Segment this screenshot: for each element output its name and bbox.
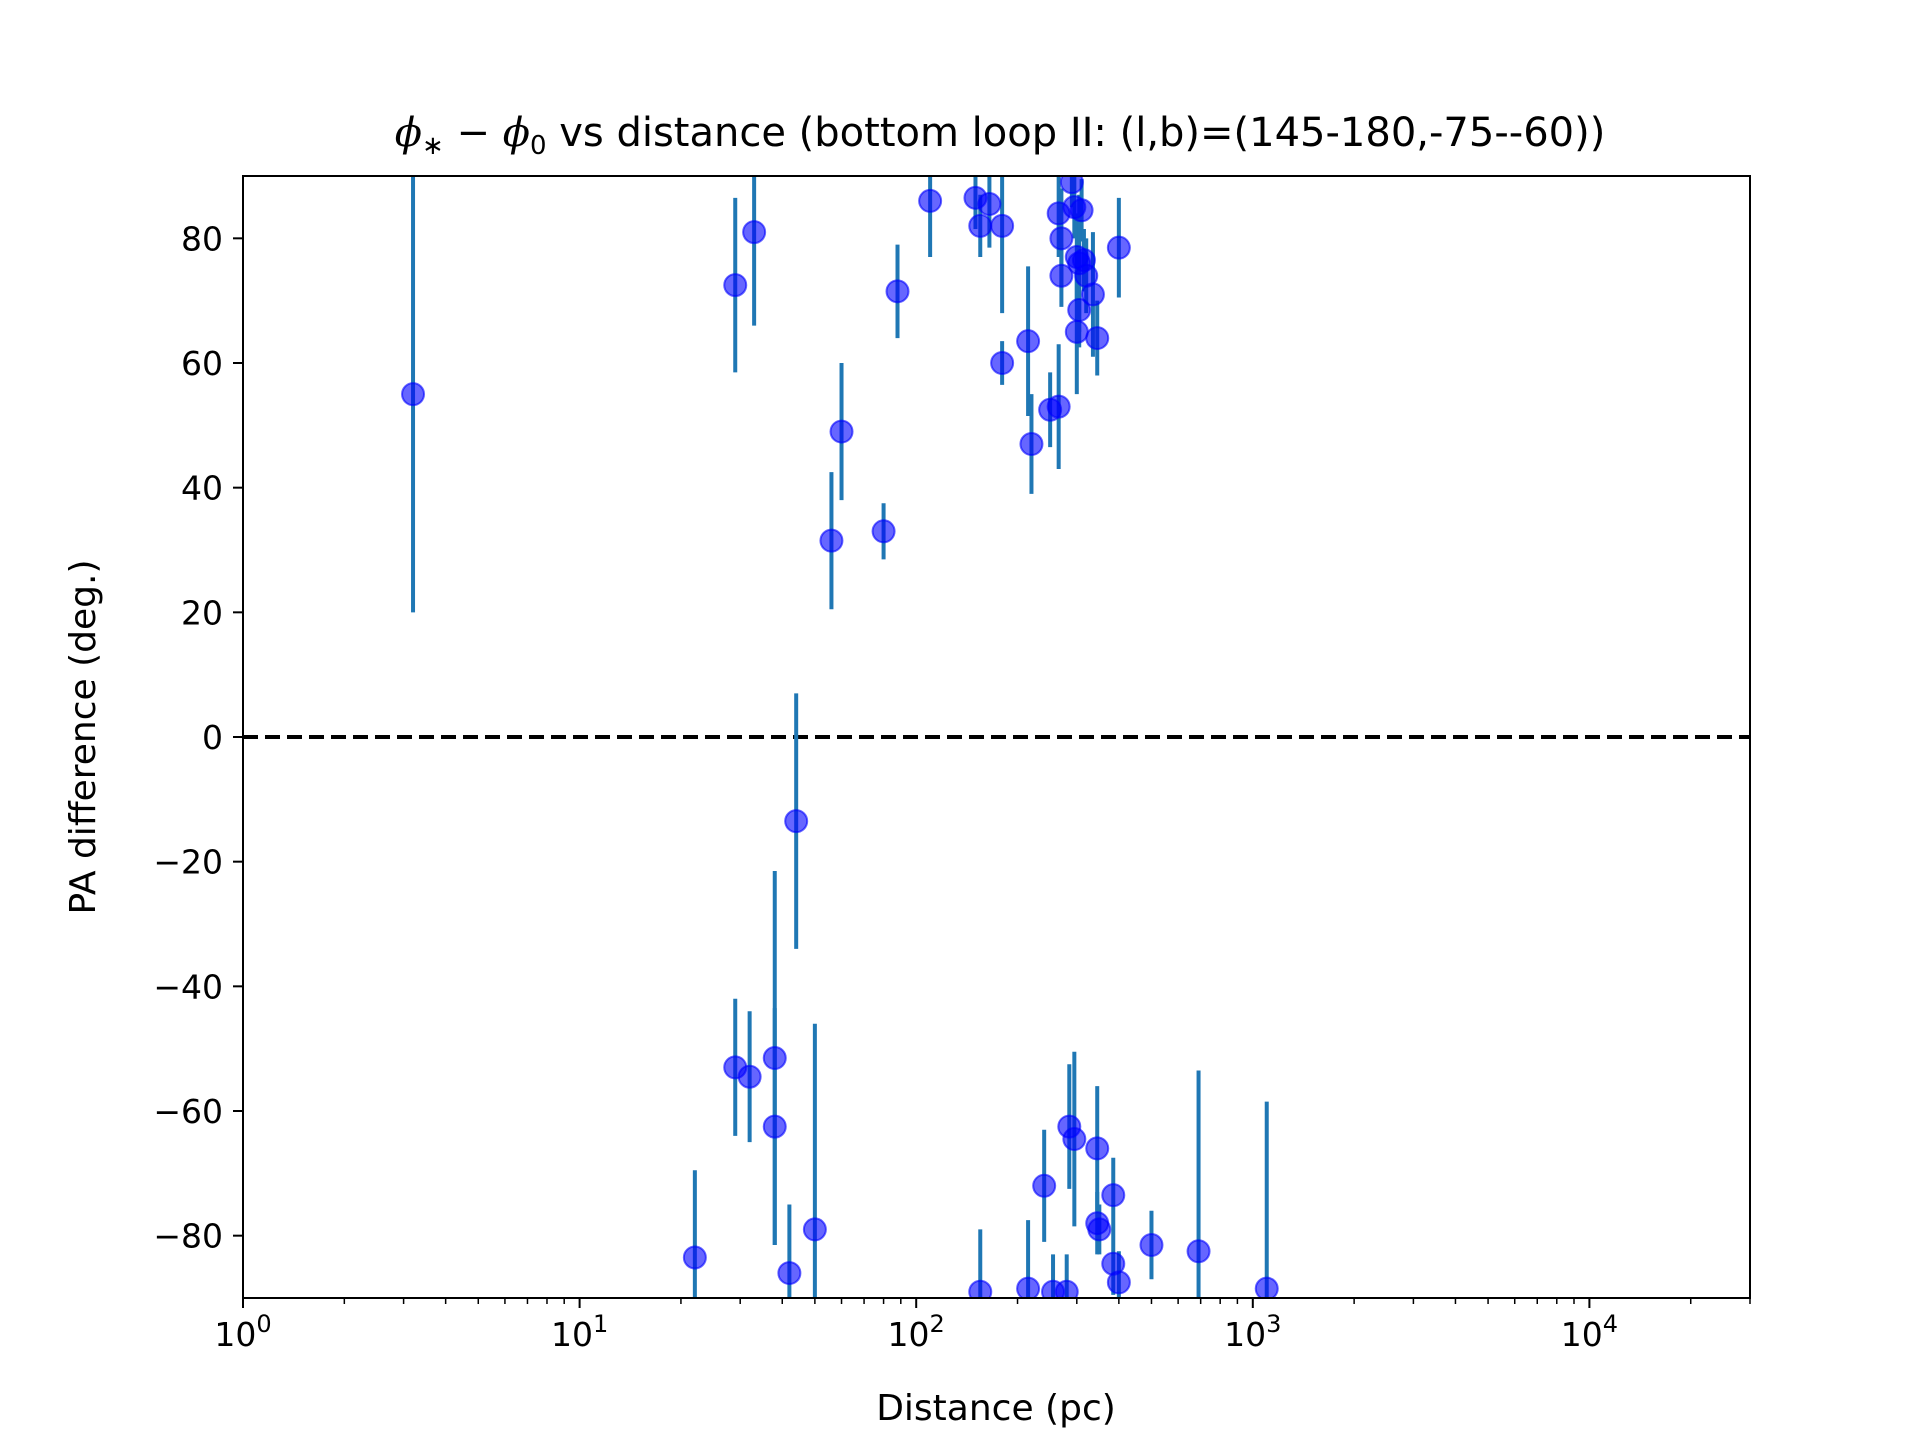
data-point <box>1049 263 1074 288</box>
axis-layer: 100 101 102 103 104 80 60 40 20 0 −20 −40 −60 −80 <box>153 219 1751 1354</box>
data-point <box>682 1245 707 1270</box>
x-tick-label: 103 <box>1224 1310 1281 1354</box>
data-point <box>1085 326 1110 351</box>
data-point <box>1049 226 1074 251</box>
x-axis-label: Distance (pc) <box>876 1388 1116 1429</box>
data-point <box>1139 1233 1164 1258</box>
data-point <box>871 519 896 544</box>
data-point <box>1064 319 1089 344</box>
data-point <box>819 528 844 553</box>
data-point <box>777 1261 802 1286</box>
data-point <box>1062 1127 1087 1152</box>
data-point <box>401 382 426 407</box>
data-point <box>1069 198 1094 223</box>
data-point <box>1106 1270 1131 1295</box>
y-tick-label: 80 <box>181 219 223 258</box>
data-point <box>918 188 943 213</box>
data-point <box>1085 1136 1110 1161</box>
data-point <box>1016 1276 1041 1298</box>
plot-clipped-group <box>243 176 1750 1298</box>
title-phi-zero: ϕ <box>503 110 530 156</box>
data-point <box>885 279 910 304</box>
title-phi-star: ϕ <box>395 110 422 156</box>
data-point <box>1106 235 1131 260</box>
data-point <box>737 1064 762 1089</box>
y-tick-label: −40 <box>153 967 223 1006</box>
x-tick-label: 102 <box>888 1310 945 1354</box>
data-point <box>742 220 767 245</box>
data-point <box>762 1046 787 1071</box>
y-tick-label: 20 <box>181 593 223 632</box>
data-point <box>968 213 993 238</box>
data-point <box>1186 1239 1211 1264</box>
x-tick-label: 101 <box>551 1310 608 1354</box>
data-point <box>1101 1183 1126 1208</box>
data-point <box>802 1217 827 1242</box>
data-point <box>723 273 748 298</box>
data-point <box>1080 282 1105 307</box>
data-point <box>1254 1276 1279 1298</box>
data-point <box>1032 1173 1057 1198</box>
data-point <box>762 1114 787 1139</box>
y-tick-label: 60 <box>181 344 223 383</box>
y-tick-label: 0 <box>202 718 223 757</box>
data-point <box>1059 176 1084 195</box>
y-tick-label: −20 <box>153 843 223 882</box>
data-point <box>968 1279 993 1298</box>
plot-data-layer <box>243 176 1750 1298</box>
data-point <box>977 192 1002 217</box>
data-point <box>990 213 1015 238</box>
title-rest: vs distance (bottom loop II: (l,b)=(145-… <box>547 110 1606 156</box>
data-point <box>1054 1279 1079 1298</box>
data-point <box>829 419 854 444</box>
data-point <box>1087 1217 1112 1242</box>
data-point <box>990 351 1015 375</box>
y-tick-label: 40 <box>181 469 223 508</box>
x-tick-label: 100 <box>214 1310 271 1354</box>
data-point <box>784 809 809 834</box>
data-point <box>1016 329 1041 354</box>
title-star-subscript: ∗ <box>422 131 444 161</box>
chart-title: ϕ∗ − ϕ0 vs distance (bottom loop II: (l,… <box>395 110 1606 161</box>
y-tick-label: −80 <box>153 1217 223 1256</box>
title-minus: − <box>444 110 503 156</box>
y-axis-label: PA difference (deg.) <box>63 559 104 914</box>
data-point <box>1046 394 1071 419</box>
title-zero-subscript: 0 <box>530 131 547 161</box>
data-point <box>1019 432 1044 457</box>
x-tick-label: 104 <box>1561 1310 1618 1354</box>
y-tick-label: −60 <box>153 1092 223 1131</box>
